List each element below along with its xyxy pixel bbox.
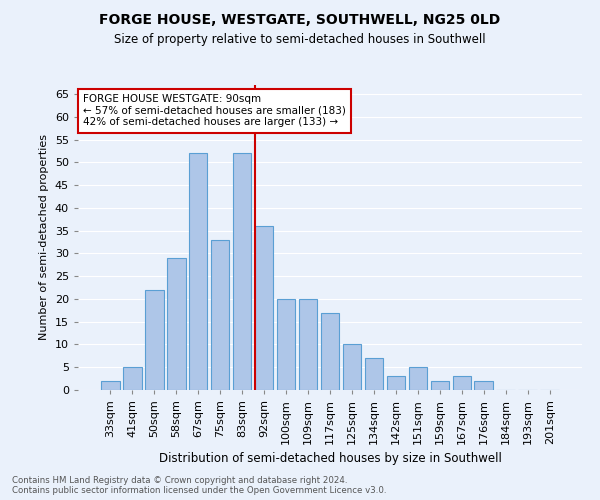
Bar — [431, 381, 449, 390]
Bar — [123, 367, 142, 390]
Bar — [452, 376, 471, 390]
Bar — [145, 290, 164, 390]
Bar — [189, 154, 208, 390]
Bar — [365, 358, 383, 390]
Y-axis label: Number of semi-detached properties: Number of semi-detached properties — [39, 134, 49, 340]
Bar — [343, 344, 361, 390]
Bar — [277, 299, 295, 390]
Bar — [386, 376, 405, 390]
Text: Contains HM Land Registry data © Crown copyright and database right 2024.
Contai: Contains HM Land Registry data © Crown c… — [12, 476, 386, 495]
Text: Size of property relative to semi-detached houses in Southwell: Size of property relative to semi-detach… — [114, 32, 486, 46]
Bar — [255, 226, 274, 390]
Bar — [167, 258, 185, 390]
Bar — [320, 312, 340, 390]
Bar — [299, 299, 317, 390]
Bar — [409, 367, 427, 390]
X-axis label: Distribution of semi-detached houses by size in Southwell: Distribution of semi-detached houses by … — [158, 452, 502, 466]
Bar — [233, 154, 251, 390]
Text: FORGE HOUSE WESTGATE: 90sqm
← 57% of semi-detached houses are smaller (183)
42% : FORGE HOUSE WESTGATE: 90sqm ← 57% of sem… — [83, 94, 346, 128]
Text: FORGE HOUSE, WESTGATE, SOUTHWELL, NG25 0LD: FORGE HOUSE, WESTGATE, SOUTHWELL, NG25 0… — [100, 12, 500, 26]
Bar — [475, 381, 493, 390]
Bar — [101, 381, 119, 390]
Bar — [211, 240, 229, 390]
